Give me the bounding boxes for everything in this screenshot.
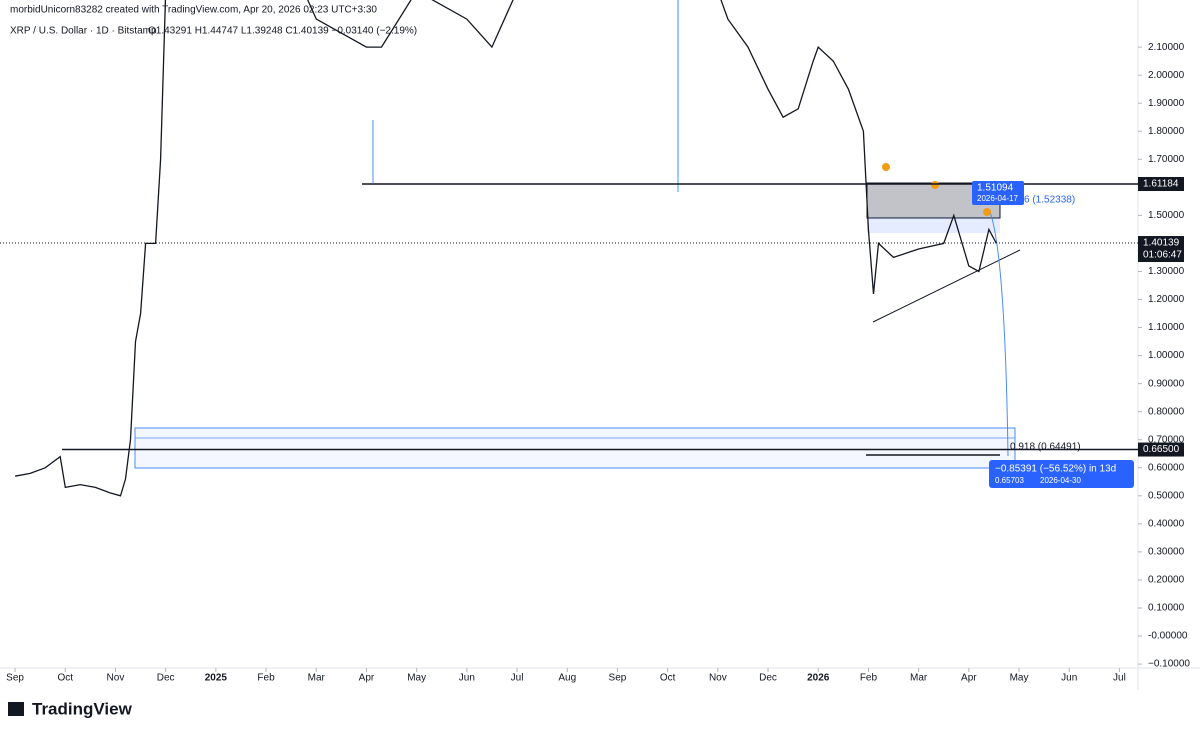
y-tick-label: 1.50000 (1148, 210, 1185, 221)
level-box (1138, 177, 1184, 192)
y-tick-label: 0.80000 (1148, 406, 1185, 417)
x-tick-label: Oct (660, 673, 676, 684)
brand: TradingView (32, 699, 133, 718)
target-price: 1.51094 (977, 183, 1014, 194)
y-tick-label: 2.00000 (1148, 70, 1185, 81)
y-tick-label: 2.10000 (1148, 42, 1185, 53)
x-tick-label: Apr (359, 673, 375, 684)
x-tick-label: Jun (1061, 673, 1077, 684)
target-date: 2026-04-17 (977, 194, 1018, 203)
marker (882, 163, 890, 171)
x-tick-label: Sep (6, 673, 24, 684)
trendline (872, 249, 1021, 323)
x-tick-label: Mar (308, 673, 326, 684)
y-tick-label: 1.10000 (1148, 322, 1185, 333)
x-tick-label: Feb (257, 673, 275, 684)
target-zone (134, 427, 1016, 469)
countdown: 01:06:47 (1143, 250, 1182, 261)
x-tick-label: May (407, 673, 426, 684)
projection-tag (989, 460, 1134, 488)
level-label: 1.61184 (1143, 179, 1179, 190)
x-tick-label: 2026 (807, 673, 830, 684)
marker (931, 181, 939, 189)
logo-icon (8, 702, 24, 716)
x-tick-label: Jul (1113, 673, 1126, 684)
y-tick-label: 0.10000 (1148, 603, 1185, 614)
y-tick-label: 0.40000 (1148, 518, 1185, 529)
y-tick-label: 0.90000 (1148, 378, 1185, 389)
ohlc: O1.43291 H1.44747 L1.39248 C1.40139 −0.0… (148, 26, 417, 37)
x-tick-label: May (1010, 673, 1029, 684)
x-tick-label: 2025 (205, 673, 228, 684)
level-label: 0.66500 (1143, 444, 1180, 455)
fib-zone-light (867, 217, 1000, 233)
y-tick-label: 1.30000 (1148, 266, 1185, 277)
x-tick-label: Apr (961, 673, 977, 684)
last-price-label: 1.40139 (1143, 238, 1180, 249)
x-tick-label: Jun (459, 673, 475, 684)
target-tag (972, 181, 1024, 205)
x-tick-label: Nov (709, 673, 727, 684)
fib-upper: 6 (1.52338) (1024, 195, 1075, 206)
projection: −0.85391 (−56.52%) in 13d (995, 464, 1116, 475)
y-tick-label: 1.20000 (1148, 294, 1185, 305)
fib-lower: 0.918 (0.64491) (1010, 442, 1081, 453)
x-tick-label: Sep (609, 673, 627, 684)
y-tick-label: 1.90000 (1148, 98, 1185, 109)
marker (983, 208, 991, 216)
x-tick-label: Nov (107, 673, 125, 684)
y-tick-label: 0.20000 (1148, 575, 1185, 586)
y-tick-label: 0.70000 (1148, 434, 1185, 445)
y-tick-label: 1.00000 (1148, 350, 1185, 361)
y-tick-label: -0.00000 (1148, 631, 1188, 642)
price-line (14, 0, 997, 497)
level-box (1138, 442, 1184, 457)
plot-area (14, 0, 1021, 497)
x-tick-label: Oct (57, 673, 73, 684)
x-tick-label: Dec (759, 673, 777, 684)
x-tick-label: Feb (860, 673, 878, 684)
y-tick-label: −0.10000 (1148, 659, 1190, 670)
last-price-box (1138, 236, 1184, 263)
projection-date: 2026-04-30 (1040, 476, 1081, 485)
projection-curve (989, 211, 1009, 457)
y-tick-label: 0.30000 (1148, 547, 1185, 558)
x-tick-label: Aug (558, 673, 576, 684)
symbol: XRP / U.S. Dollar · 1D · Bitstamp (10, 26, 157, 37)
x-tick-label: Jul (511, 673, 524, 684)
credit: morbidUnicorn83282 created with TradingV… (10, 5, 377, 16)
projection-price: 0.65703 (995, 476, 1024, 485)
y-tick-label: 0.60000 (1148, 462, 1185, 473)
x-tick-label: Dec (157, 673, 175, 684)
y-tick-label: 1.80000 (1148, 126, 1185, 137)
x-tick-label: Mar (910, 673, 928, 684)
y-tick-label: 1.70000 (1148, 154, 1185, 165)
y-tick-label: 0.50000 (1148, 490, 1185, 501)
